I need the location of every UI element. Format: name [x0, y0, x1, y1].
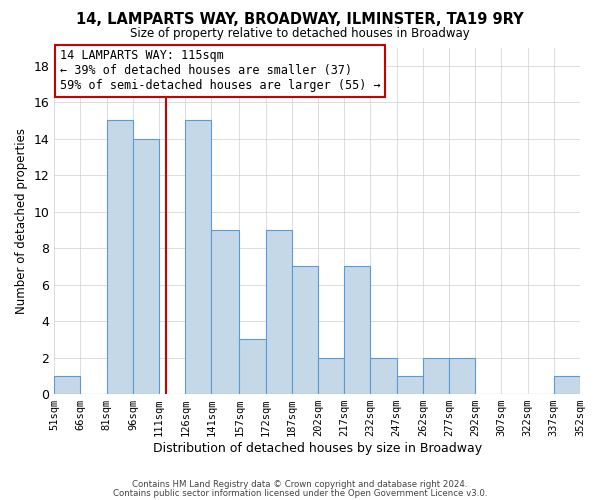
Bar — [107, 120, 133, 394]
Bar — [211, 230, 239, 394]
Bar — [133, 138, 159, 394]
Text: 14 LAMPARTS WAY: 115sqm
← 39% of detached houses are smaller (37)
59% of semi-de: 14 LAMPARTS WAY: 115sqm ← 39% of detache… — [59, 49, 380, 92]
Text: 14, LAMPARTS WAY, BROADWAY, ILMINSTER, TA19 9RY: 14, LAMPARTS WAY, BROADWAY, ILMINSTER, T… — [76, 12, 524, 28]
Bar — [318, 358, 344, 394]
Bar — [370, 358, 397, 394]
Bar — [423, 358, 449, 394]
Bar — [185, 120, 211, 394]
Y-axis label: Number of detached properties: Number of detached properties — [15, 128, 28, 314]
Bar — [292, 266, 318, 394]
Bar — [239, 340, 266, 394]
Bar — [266, 230, 292, 394]
X-axis label: Distribution of detached houses by size in Broadway: Distribution of detached houses by size … — [152, 442, 482, 455]
Bar — [554, 376, 580, 394]
Bar — [397, 376, 423, 394]
Bar — [344, 266, 370, 394]
Bar — [54, 376, 80, 394]
Text: Size of property relative to detached houses in Broadway: Size of property relative to detached ho… — [130, 28, 470, 40]
Text: Contains HM Land Registry data © Crown copyright and database right 2024.: Contains HM Land Registry data © Crown c… — [132, 480, 468, 489]
Bar — [449, 358, 475, 394]
Text: Contains public sector information licensed under the Open Government Licence v3: Contains public sector information licen… — [113, 488, 487, 498]
